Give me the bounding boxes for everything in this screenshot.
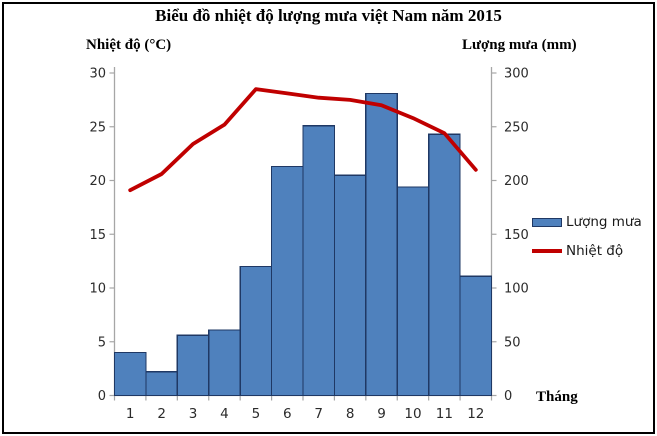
legend-item-rainfall: Lượng mưa [532,212,642,232]
x-axis-tick-label: 7 [314,406,323,422]
rainfall-bar [270,165,304,397]
rainfall-bar [113,351,147,397]
left-axis-title: Nhiệt độ (°C) [86,37,172,53]
chart-title: Biểu đồ nhiệt độ lượng mưa việt Nam năm … [155,6,502,25]
x-axis-tick-label: 3 [189,406,198,422]
rainfall-bar [239,265,273,397]
rainfall-bar [145,371,178,397]
x-axis-tick-label: 12 [467,406,484,422]
x-axis-tick-label: 5 [252,406,261,422]
legend-label-rainfall: Lượng mưa [566,214,642,230]
x-axis-tick-label: 1 [126,406,135,422]
x-axis-tick-label: 2 [157,406,166,422]
left-axis-tick-label: 5 [98,335,106,350]
legend-label-temperature: Nhiệt độ [566,243,624,259]
right-axis-tick-label: 0 [504,389,512,404]
right-axis-tick-label: 200 [504,174,529,189]
x-axis-tick-label: 9 [377,406,386,422]
left-axis-tick-label: 15 [89,228,106,243]
temperature-line-swatch-icon [532,249,562,253]
temperature-line [128,87,478,193]
legend: Lượng mưa Nhiệt độ [532,212,642,261]
x-axis-tick-label: 4 [220,406,229,422]
left-axis-tick-label: 10 [89,282,106,297]
left-axis-tick-label: 25 [89,120,106,135]
rainfall-bar-swatch-icon [532,217,562,227]
left-axis-tick-label: 30 [89,67,106,82]
right-axis-tick-label: 150 [504,228,529,243]
x-axis-title: Tháng [536,389,578,405]
right-axis-tick-label: 100 [504,282,529,297]
left-axis-tick-label: 20 [89,174,106,189]
right-axis-tick-label: 50 [504,335,521,350]
x-axis-tick-label: 11 [436,406,453,422]
rainfall-bar [208,329,241,397]
left-axis-tick-label: 0 [98,389,106,404]
right-axis-tick-label: 250 [504,120,529,135]
rainfall-bar [365,92,398,397]
legend-item-temperature: Nhiệt độ [532,241,642,261]
rainfall-bar [459,275,493,397]
right-axis-title: Lượng mưa (mm) [462,37,577,53]
x-axis-tick-label: 10 [404,406,421,422]
right-axis-tick-label: 300 [504,67,529,82]
rainfall-bar [396,186,430,397]
x-axis-tick-label: 8 [346,406,355,422]
rainfall-bar [176,334,210,397]
rainfall-bar [302,125,336,397]
rainfall-bar [428,133,461,397]
rainfall-bar [333,174,367,397]
x-axis-tick-label: 6 [283,406,292,422]
